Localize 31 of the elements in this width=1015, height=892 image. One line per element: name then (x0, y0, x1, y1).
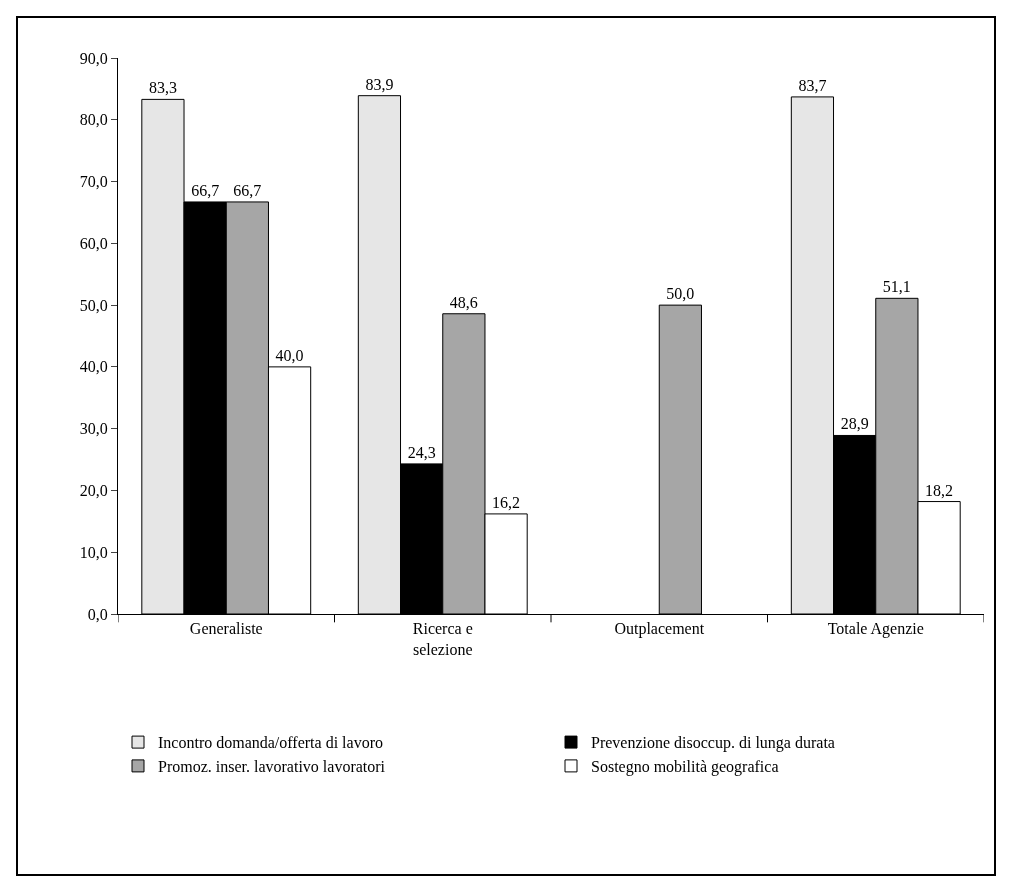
y-tick-label: 20,0 (79, 482, 108, 500)
x-tick-label: Ricerca e selezione (412, 620, 473, 658)
data-label: 83,9 (365, 75, 394, 93)
data-label: 24,3 (407, 443, 436, 461)
data-label: 66,7 (233, 181, 262, 199)
data-label: 66,7 (191, 181, 220, 199)
data-label: 48,6 (449, 293, 478, 311)
y-tick-label: 50,0 (79, 296, 108, 314)
y-tick-label: 70,0 (79, 173, 108, 191)
legend-label: Sostegno mobilità geografica (591, 758, 779, 777)
data-label: 51,1 (882, 278, 911, 296)
y-tick-label: 60,0 (79, 234, 108, 252)
legend-label: Incontro domanda/offerta di lavoro (158, 734, 383, 752)
data-label: 83,7 (798, 76, 827, 94)
data-label: 18,2 (925, 481, 954, 499)
data-label: 28,9 (840, 415, 869, 433)
y-tick-label: 0,0 (87, 605, 108, 623)
x-tick-label: Totale Agenzie (827, 620, 924, 639)
y-tick-label: 10,0 (79, 543, 108, 561)
data-label: 50,0 (666, 285, 695, 303)
data-label: 40,0 (275, 346, 304, 364)
legend-label: Prevenzione disoccup. di lunga durata (591, 734, 835, 753)
x-tick-label: Outplacement (614, 620, 705, 639)
data-label: 83,3 (148, 79, 177, 97)
data-label: 16,2 (492, 493, 521, 511)
y-tick-label: 80,0 (79, 111, 108, 129)
y-tick-label: 90,0 (79, 49, 108, 67)
y-tick-label: 30,0 (79, 420, 108, 438)
legend-label: Promoz. inser. lavorativo lavoratori (158, 758, 386, 776)
x-tick-label: Generaliste (189, 620, 263, 638)
y-tick-label: 40,0 (79, 358, 108, 376)
